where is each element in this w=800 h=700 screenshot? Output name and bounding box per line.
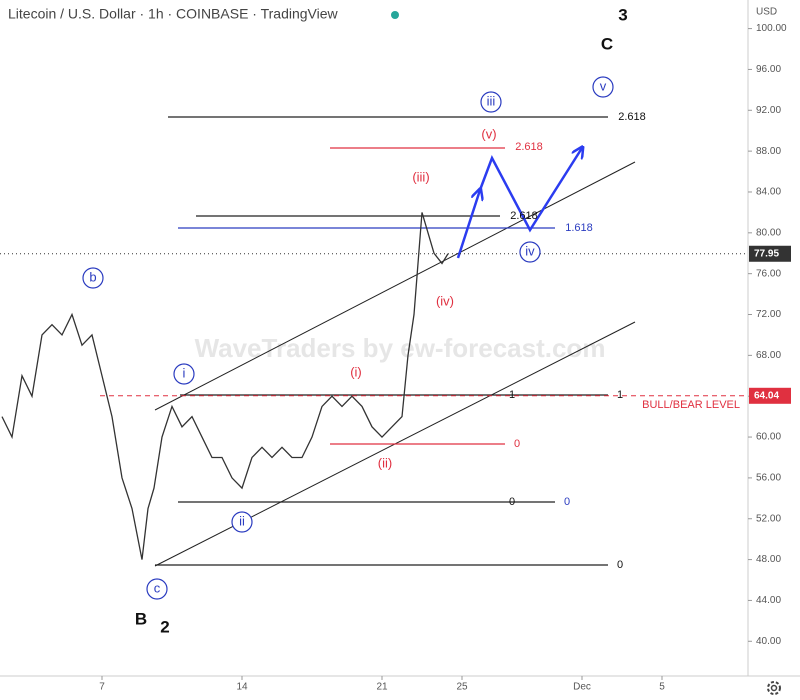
y-tick-label: 100.00 [756, 23, 787, 34]
fib-label: 2.618 [618, 111, 646, 123]
y-tick-label: 48.00 [756, 554, 781, 565]
wave-circle [519, 241, 541, 263]
wave-circle [173, 363, 195, 385]
watermark: WaveTraders by ew-forecast.com [195, 333, 606, 363]
y-tick-label: 80.00 [756, 227, 781, 238]
wave-label: (iii) [412, 169, 429, 184]
wave-circle [592, 76, 614, 98]
price-tag [749, 387, 791, 404]
wave-label: iv [525, 243, 535, 258]
fib-label: 1 [509, 389, 515, 401]
y-tick-label: 84.00 [756, 187, 781, 198]
price-tag-label: 77.95 [754, 248, 779, 259]
currency-label: USD [756, 7, 777, 18]
y-tick-label: 60.00 [756, 432, 781, 443]
y-tick-label: 76.00 [756, 268, 781, 279]
fib-label: 0 [617, 559, 623, 571]
wave-label: ii [239, 513, 245, 528]
fib-label: 2.618 [510, 210, 538, 222]
wave-circle [231, 511, 253, 533]
x-tick-label: 5 [659, 682, 665, 693]
x-tick-label: Dec [573, 682, 591, 693]
wave-label: i [183, 365, 186, 380]
wave-label: (ii) [378, 455, 392, 470]
y-tick-label: 92.00 [756, 105, 781, 116]
chart-title: Litecoin / U.S. Dollar · 1h · COINBASE ·… [8, 6, 339, 22]
y-tick-label: 96.00 [756, 64, 781, 75]
wave-label: c [154, 580, 161, 595]
fib-label: 1.618 [565, 222, 593, 234]
fib-label: 0 [514, 438, 520, 450]
wave-label: C [601, 34, 613, 53]
wave-label: (v) [481, 126, 496, 141]
drawings [154, 116, 636, 567]
x-tick-label: 25 [456, 682, 468, 693]
x-tick-label: 21 [376, 682, 388, 693]
settings-icon[interactable] [767, 681, 781, 695]
price-tag-label: 64.04 [754, 390, 779, 401]
projection-arrow [478, 148, 582, 233]
fib-label: 2.618 [515, 141, 543, 153]
y-tick-label: 56.00 [756, 473, 781, 484]
fib-label: 1 [617, 389, 623, 401]
wave-label: v [600, 78, 607, 93]
wave-label: (i) [350, 364, 362, 379]
y-tick-label: 44.00 [756, 595, 781, 606]
y-tick-label: 88.00 [756, 146, 781, 157]
wave-circle [146, 578, 168, 600]
wave-circle [480, 91, 502, 113]
y-tick-label: 52.00 [756, 513, 781, 524]
wave-label: B [135, 609, 147, 628]
x-tick-label: 7 [99, 682, 105, 693]
price-line [1, 212, 449, 560]
fib-label: 0 [509, 496, 515, 508]
status-dot [391, 11, 399, 19]
wave-label: 2 [160, 617, 169, 636]
wave-circle [82, 267, 104, 289]
y-tick-label: 72.00 [756, 309, 781, 320]
bull-bear-label: BULL/BEAR LEVEL [642, 399, 740, 411]
fib-label: 0 [564, 496, 570, 508]
projection-arrow [456, 190, 480, 259]
wave-label: b [89, 269, 96, 284]
wave-label: (iv) [436, 293, 454, 308]
y-tick-label: 68.00 [756, 350, 781, 361]
price-tag [749, 245, 791, 262]
x-tick-label: 14 [236, 682, 248, 693]
channel-line [154, 161, 636, 411]
wave-label: iii [487, 93, 496, 108]
wave-label: 3 [618, 5, 627, 24]
y-tick-label: 40.00 [756, 636, 781, 647]
